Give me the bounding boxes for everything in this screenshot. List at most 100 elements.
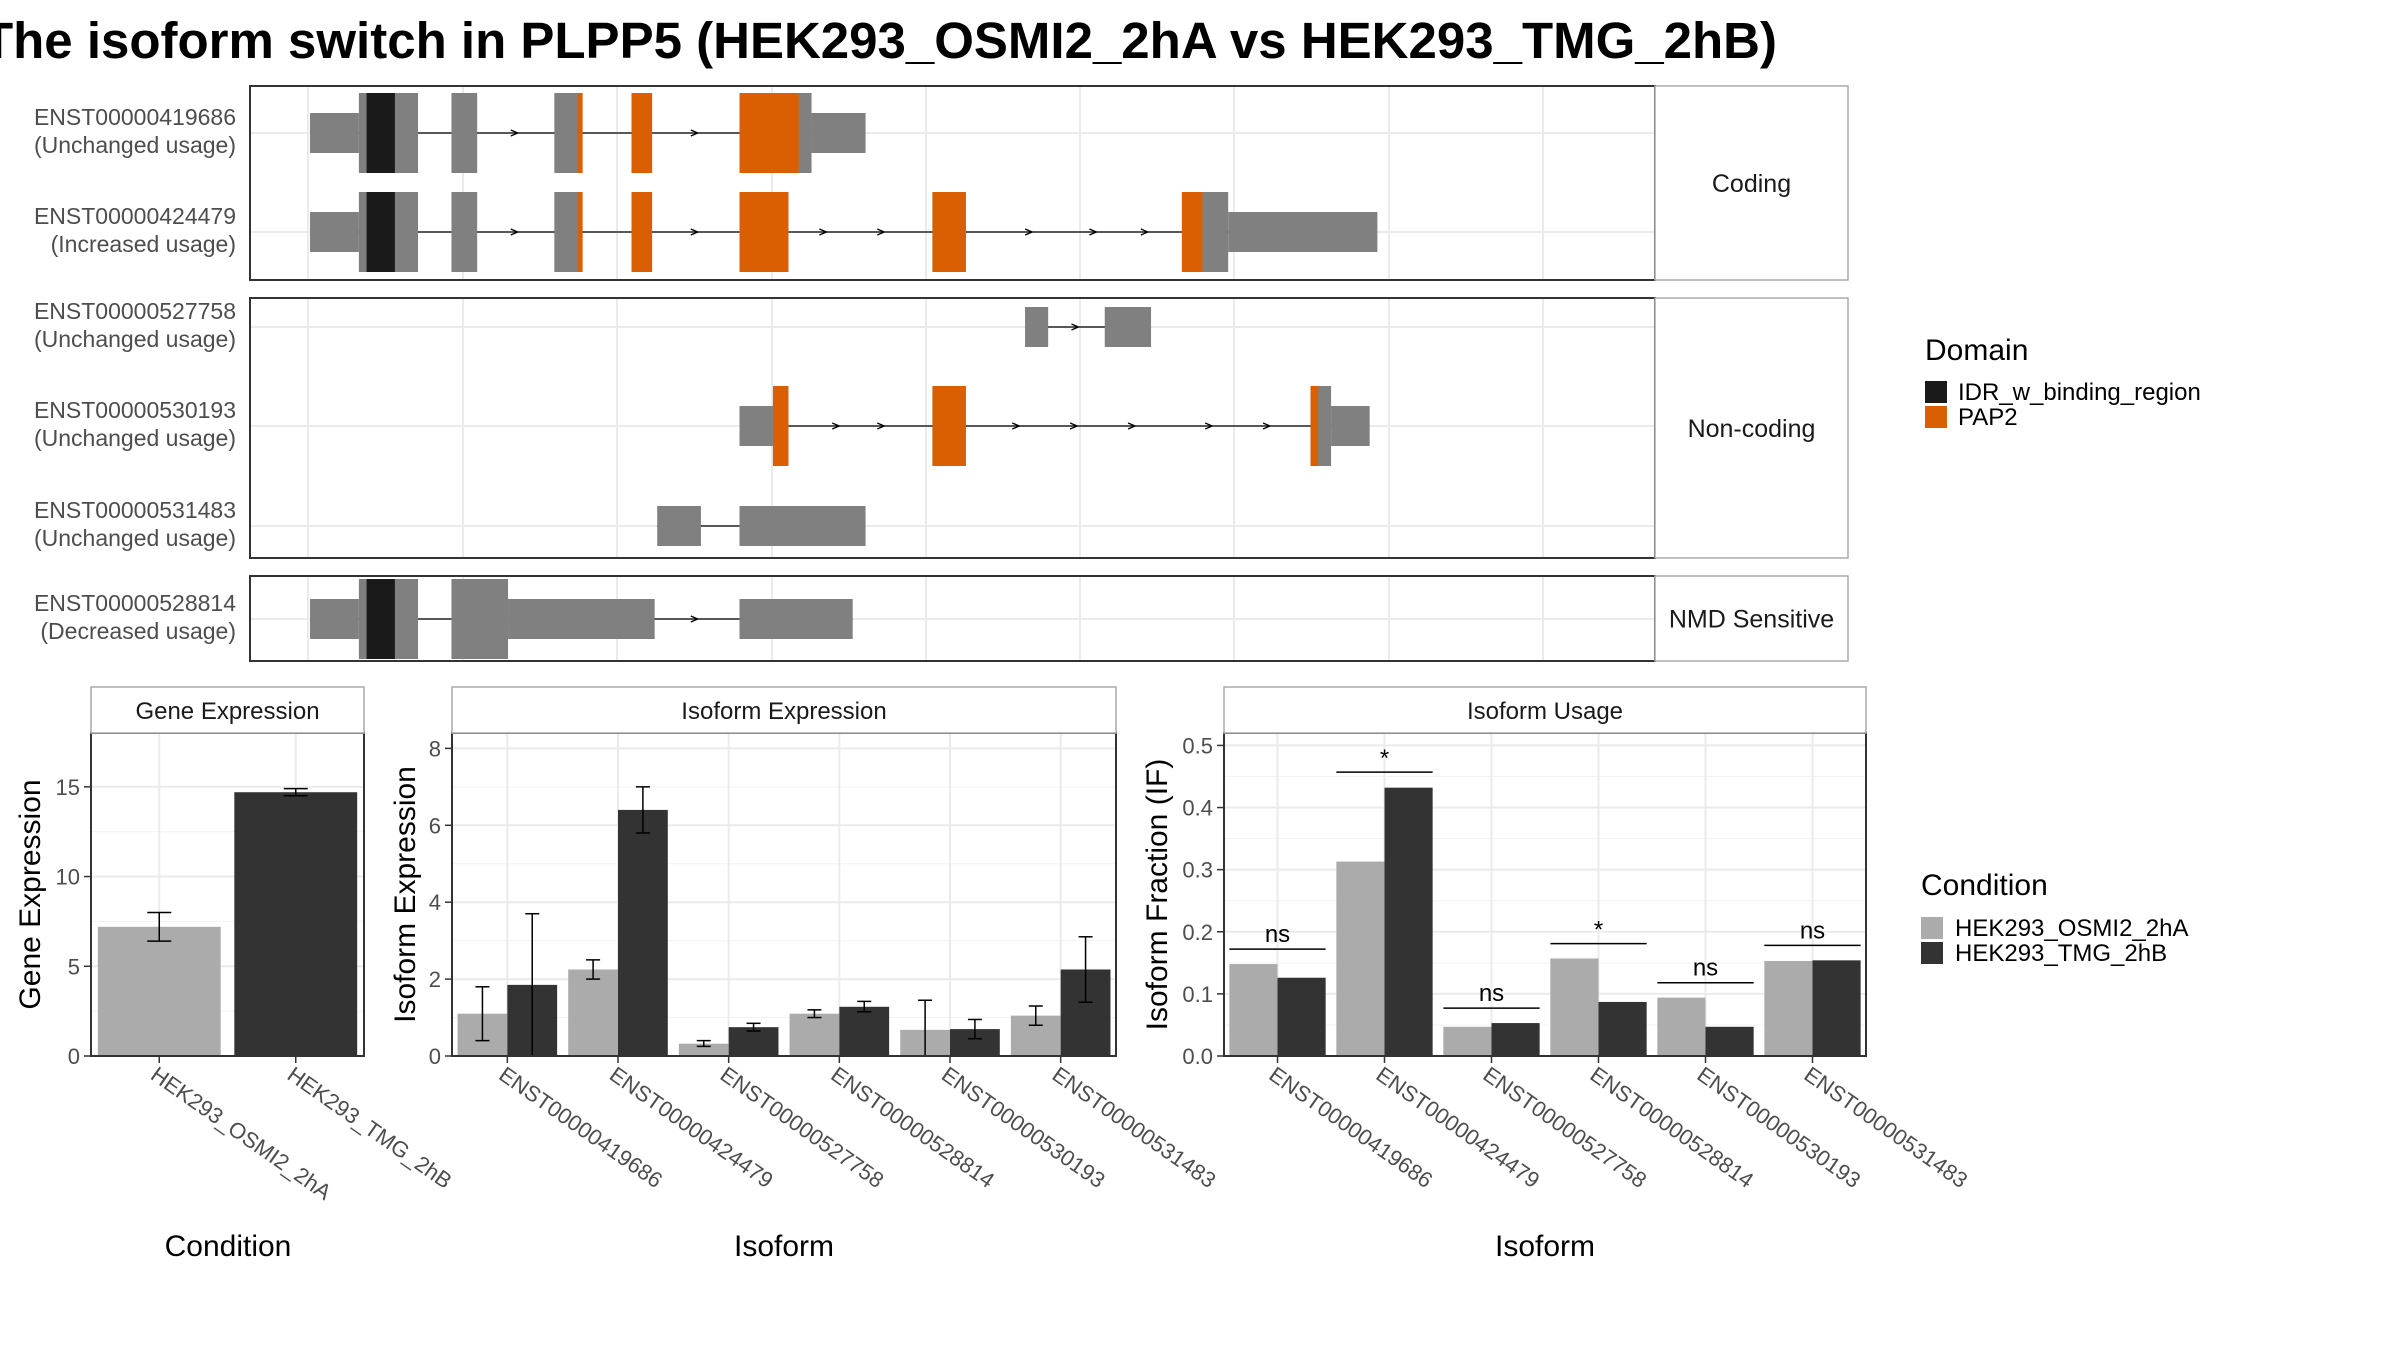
panel-strip xyxy=(1223,686,1867,734)
intron-arrow xyxy=(1012,422,1021,430)
y-tick-label: 0.4 xyxy=(1182,796,1213,821)
bar xyxy=(839,1006,890,1056)
intron-arrow xyxy=(1262,422,1272,430)
pap2-domain xyxy=(631,93,653,173)
significance-label: ns xyxy=(1800,917,1825,944)
y-tick-label: 4 xyxy=(429,890,441,915)
y-tick-label: 8 xyxy=(429,736,441,761)
intron-arrow xyxy=(1089,228,1099,236)
panel-title: Isoform Usage xyxy=(1467,698,1623,725)
pap2-domain xyxy=(772,386,789,466)
facet-strip-label: Coding xyxy=(1712,170,1791,198)
bar xyxy=(1277,977,1326,1056)
intron-arrow xyxy=(877,228,886,236)
condition-legend-label: HEK293_TMG_2hB xyxy=(1955,940,2167,967)
y-tick-label: 0 xyxy=(68,1044,80,1069)
facet-coding: ENST00000419686(Unchanged usage)ENST0000… xyxy=(34,85,1849,281)
panel-title: Gene Expression xyxy=(135,698,319,725)
y-tick-label: 15 xyxy=(56,775,80,800)
facet-non-coding: ENST00000527758(Unchanged usage)ENST0000… xyxy=(34,297,1849,559)
intron-arrow xyxy=(690,228,700,236)
intron-arrow xyxy=(832,422,841,430)
utr-exon xyxy=(1228,212,1378,252)
significance-label: ns xyxy=(1479,980,1504,1007)
idr-domain xyxy=(366,192,395,272)
transcript-id-label: ENST00000527758 xyxy=(34,298,236,324)
bar-panels: Gene Expression051015HEK293_OSMI2_2hAHEK… xyxy=(14,686,1972,1263)
significance-label: * xyxy=(1380,745,1389,772)
coding-exon xyxy=(451,93,478,173)
utr-exon xyxy=(310,113,359,153)
facet-strip-label: Non-coding xyxy=(1688,415,1816,443)
transcript-id-label: ENST00000424479 xyxy=(34,203,236,229)
intron-arrow xyxy=(1140,228,1150,236)
pap2-domain xyxy=(1310,386,1319,466)
utr-exon xyxy=(811,113,866,153)
facet-strip xyxy=(1654,575,1849,662)
facet-strip xyxy=(1654,85,1849,281)
bar xyxy=(1550,958,1599,1056)
facet-strip xyxy=(1654,297,1849,559)
transcript-usage-label: (Unchanged usage) xyxy=(34,525,236,551)
domain-legend-label: PAP2 xyxy=(1958,404,2018,431)
panel-title: Isoform Expression xyxy=(681,698,886,725)
bar xyxy=(1443,1026,1492,1056)
significance-label: ns xyxy=(1265,921,1290,948)
significance-label: ns xyxy=(1693,955,1718,982)
coding-exon xyxy=(451,579,509,659)
intron-arrow xyxy=(1071,323,1081,331)
transcript-id-label: ENST00000419686 xyxy=(34,104,236,130)
panel-strip xyxy=(451,686,1117,734)
domain-legend-label: IDR_w_binding_region xyxy=(1958,379,2201,406)
utr-exon xyxy=(310,599,359,639)
transcript-usage-label: (Unchanged usage) xyxy=(34,326,236,352)
bar xyxy=(97,926,221,1056)
bar xyxy=(789,1013,840,1056)
intron-arrow xyxy=(1127,422,1137,430)
y-tick-label: 0.5 xyxy=(1182,733,1213,758)
bar xyxy=(234,792,358,1056)
facet-strip-label: NMD Sensitive xyxy=(1669,606,1834,634)
intron-arrow xyxy=(1204,422,1214,430)
bar xyxy=(568,969,618,1056)
utr-exon xyxy=(739,506,866,546)
pap2-domain xyxy=(739,192,789,272)
condition-legend-swatch xyxy=(1921,917,1943,939)
bar xyxy=(1336,861,1385,1056)
transcript-usage-label: (Increased usage) xyxy=(51,231,236,257)
transcript-ENST00000419686: ENST00000419686(Unchanged usage) xyxy=(34,93,866,173)
intron-arrow xyxy=(690,129,700,137)
y-tick-label: 6 xyxy=(429,813,441,838)
facet-nmd-sensitive: ENST00000528814(Decreased usage) NMD Sens… xyxy=(34,575,1849,662)
transcript-id-label: ENST00000530193 xyxy=(34,397,236,423)
transcript-id-label: ENST00000531483 xyxy=(34,497,236,523)
transcript-id-label: ENST00000528814 xyxy=(34,590,236,616)
coding-exon xyxy=(451,192,478,272)
bar xyxy=(1812,960,1861,1056)
y-axis-title: Gene Expression xyxy=(14,779,47,1009)
x-axis-title: Isoform xyxy=(1495,1230,1595,1263)
bar xyxy=(618,809,668,1056)
intron-arrow xyxy=(1069,422,1079,430)
transcript-ENST00000527758: ENST00000527758(Unchanged usage) xyxy=(34,298,1152,352)
intron-arrow xyxy=(877,422,886,430)
utr-exon xyxy=(739,406,773,446)
transcript-ENST00000528814: ENST00000528814(Decreased usage) xyxy=(34,579,853,659)
transcript-usage-label: (Decreased usage) xyxy=(40,618,236,644)
bar xyxy=(1384,787,1433,1056)
idr-domain xyxy=(366,93,395,173)
coding-exon xyxy=(554,192,578,272)
utr-exon xyxy=(1331,406,1370,446)
panel-background xyxy=(1224,733,1866,1056)
utr-exon xyxy=(1025,307,1049,347)
domain-legend-swatch xyxy=(1925,381,1947,403)
utr-exon xyxy=(310,212,359,252)
y-tick-label: 2 xyxy=(429,967,441,992)
intron-arrow xyxy=(510,228,520,236)
bar xyxy=(1491,1023,1540,1056)
coding-exon xyxy=(554,93,578,173)
transcript-usage-label: (Unchanged usage) xyxy=(34,425,236,451)
utr-exon xyxy=(739,599,853,639)
y-tick-label: 5 xyxy=(68,954,80,979)
